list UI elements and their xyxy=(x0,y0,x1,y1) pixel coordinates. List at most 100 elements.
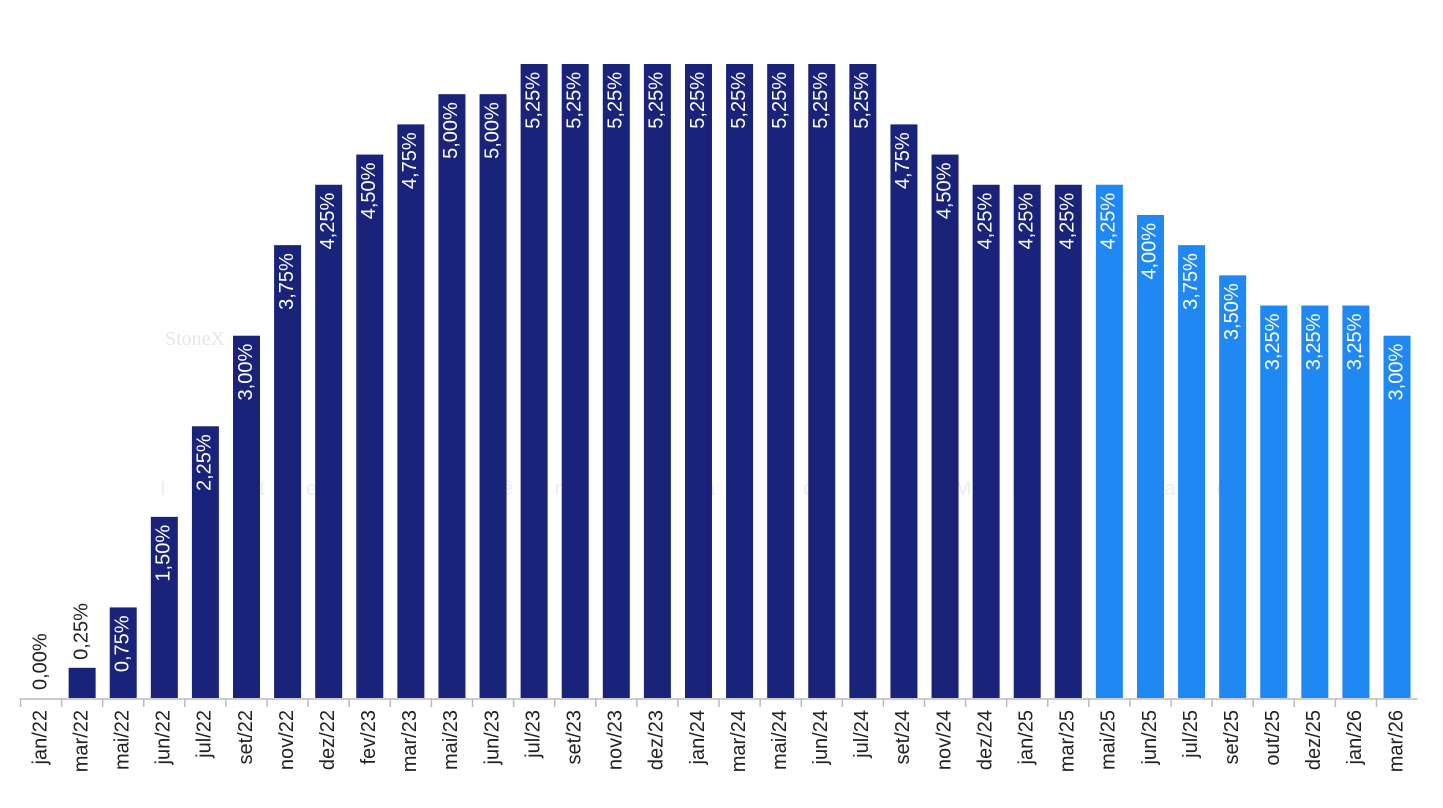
x-tick-label: jul/23 xyxy=(522,710,544,759)
x-tick-label: mai/23 xyxy=(440,710,462,770)
x-tick-label: jul/22 xyxy=(194,710,216,759)
bar xyxy=(520,64,548,698)
bar xyxy=(643,64,671,698)
value-label: 5,25% xyxy=(810,72,832,129)
x-tick-label: mai/25 xyxy=(1098,710,1120,770)
bar xyxy=(315,184,343,698)
value-label: 5,25% xyxy=(769,72,791,129)
bar xyxy=(849,64,877,698)
value-label: 5,25% xyxy=(605,72,627,129)
value-label: 2,25% xyxy=(194,434,216,491)
bar xyxy=(1383,335,1411,698)
x-tick-label: mar/23 xyxy=(399,710,421,772)
x-tick-label: mai/22 xyxy=(112,710,134,770)
value-label: 4,25% xyxy=(974,193,996,250)
value-label: 3,75% xyxy=(1180,253,1202,310)
value-label: 4,50% xyxy=(933,162,955,219)
x-tick-label: dez/24 xyxy=(974,710,996,770)
value-label: 0,00% xyxy=(29,633,51,690)
value-label: 4,00% xyxy=(1139,223,1161,280)
value-label: 3,25% xyxy=(1262,313,1284,370)
bar xyxy=(1095,184,1123,698)
bar xyxy=(1219,275,1247,698)
value-label: 5,00% xyxy=(481,102,503,159)
x-tick-label: mar/22 xyxy=(70,710,92,772)
bar xyxy=(109,607,137,698)
bar xyxy=(438,94,466,698)
x-tick-label: jan/24 xyxy=(687,710,709,766)
value-label: 0,25% xyxy=(70,603,92,660)
value-label: 5,25% xyxy=(563,72,585,129)
bar xyxy=(1178,245,1206,698)
x-tick-label: mar/25 xyxy=(1057,710,1079,772)
x-tick-label: out/25 xyxy=(1262,710,1284,766)
bar xyxy=(397,124,425,698)
x-tick-label: mai/24 xyxy=(769,710,791,770)
x-tick-label: dez/23 xyxy=(646,710,668,770)
value-label: 1,50% xyxy=(153,525,175,582)
value-label: 0,75% xyxy=(112,615,134,672)
bar xyxy=(232,335,260,698)
value-label: 4,25% xyxy=(317,193,339,250)
x-tick-label: jan/22 xyxy=(29,710,51,766)
x-tick-label: jun/23 xyxy=(481,710,503,766)
value-label: 4,75% xyxy=(399,132,421,189)
bar xyxy=(808,64,836,698)
value-label: 5,25% xyxy=(851,72,873,129)
bar xyxy=(890,124,918,698)
bar xyxy=(1054,184,1082,698)
value-label: 5,00% xyxy=(440,102,462,159)
bar xyxy=(1136,214,1164,698)
x-tick-label: nov/23 xyxy=(605,710,627,770)
bar xyxy=(767,64,795,698)
value-label: 3,00% xyxy=(235,344,257,401)
bar xyxy=(274,245,302,698)
bar xyxy=(561,64,589,698)
x-tick-label: set/23 xyxy=(563,710,585,764)
bar xyxy=(68,667,96,698)
x-tick-label: dez/25 xyxy=(1303,710,1325,770)
x-tick-label: jan/25 xyxy=(1015,710,1037,766)
watermark: StoneX xyxy=(165,328,226,350)
value-label: 3,75% xyxy=(276,253,298,310)
x-tick-label: set/24 xyxy=(892,710,914,764)
x-tick-label: jul/25 xyxy=(1180,710,1202,759)
bar xyxy=(1301,305,1329,698)
value-label: 4,25% xyxy=(1015,193,1037,250)
x-tick-label: dez/22 xyxy=(317,710,339,770)
x-tick-label: jun/24 xyxy=(810,710,832,766)
value-label: 4,25% xyxy=(1098,193,1120,250)
x-tick-label: nov/24 xyxy=(933,710,955,770)
bar xyxy=(684,64,712,698)
bar xyxy=(191,426,219,698)
x-tick-label: set/22 xyxy=(235,710,257,764)
bar xyxy=(479,94,507,698)
bar xyxy=(602,64,630,698)
value-label: 3,25% xyxy=(1303,313,1325,370)
value-label: 5,25% xyxy=(728,72,750,129)
bar xyxy=(726,64,754,698)
value-label: 4,25% xyxy=(1057,193,1079,250)
x-tick-label: fev/23 xyxy=(358,710,380,764)
value-label: 5,25% xyxy=(646,72,668,129)
value-label: 3,50% xyxy=(1221,283,1243,340)
value-label: 3,00% xyxy=(1385,344,1407,401)
value-label: 4,50% xyxy=(358,162,380,219)
x-tick-label: mar/26 xyxy=(1385,710,1407,772)
value-label: 3,25% xyxy=(1344,313,1366,370)
value-label: 4,75% xyxy=(892,132,914,189)
x-tick-label: jun/25 xyxy=(1139,710,1161,766)
bar xyxy=(356,154,384,699)
bar xyxy=(1260,305,1288,698)
value-label: 5,25% xyxy=(522,72,544,129)
x-tick-label: jan/26 xyxy=(1344,710,1366,766)
x-tick-label: jul/24 xyxy=(851,710,873,759)
x-tick-label: mar/24 xyxy=(728,710,750,772)
bar xyxy=(150,516,178,698)
x-tick-label: set/25 xyxy=(1221,710,1243,764)
x-tick-label: jun/22 xyxy=(153,710,175,766)
x-tick-label: nov/22 xyxy=(276,710,298,770)
value-label: 5,25% xyxy=(687,72,709,129)
bar xyxy=(1342,305,1370,698)
